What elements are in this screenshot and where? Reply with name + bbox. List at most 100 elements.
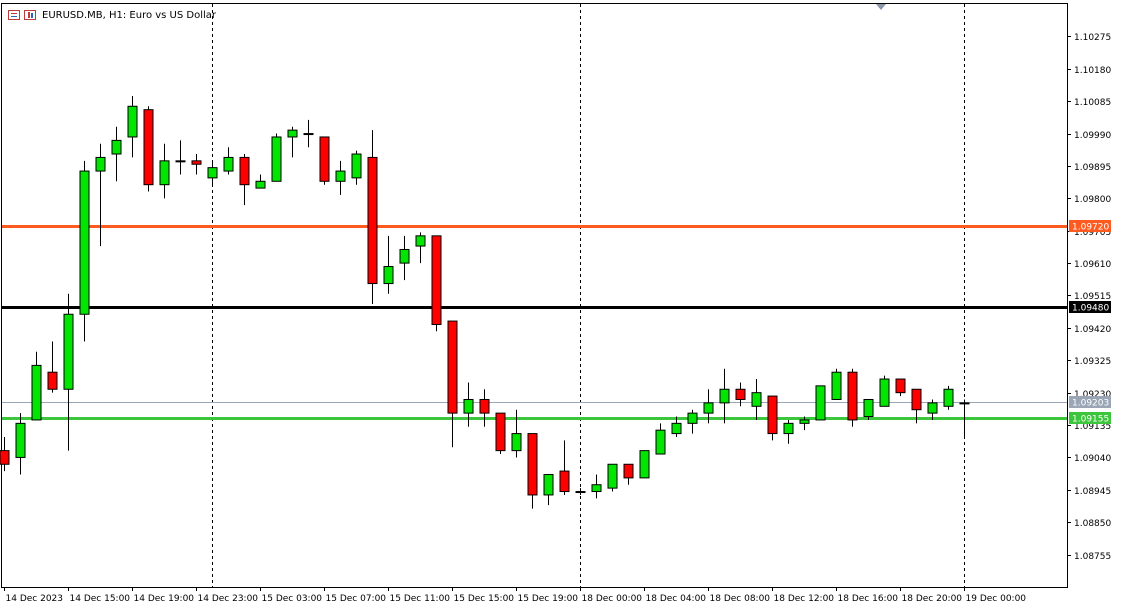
bull-candle-body bbox=[543, 473, 554, 496]
bull-candle-body bbox=[415, 235, 426, 247]
time-tick-label: 18 Dec 08:00 bbox=[710, 594, 771, 604]
bull-candle-body bbox=[111, 139, 122, 155]
pivot-price-tag: 1.09480 bbox=[1069, 301, 1111, 314]
bull-candle-body bbox=[95, 156, 106, 172]
candle bbox=[591, 474, 602, 499]
candle bbox=[319, 136, 330, 185]
bull-candle-body bbox=[719, 388, 730, 404]
candle bbox=[783, 419, 794, 444]
bull-candle-body bbox=[927, 402, 938, 414]
price-tick-label: 1.09610 bbox=[1074, 260, 1111, 270]
price-axis: 1.10275 1.10180 1.10085 1.09990 1.09895 1.098… bbox=[1067, 33, 1111, 562]
candle bbox=[559, 440, 570, 495]
candle bbox=[303, 119, 314, 148]
chart-type-icon[interactable] bbox=[8, 10, 20, 20]
price-tick-label: 1.09515 bbox=[1074, 292, 1111, 302]
bull-candle-body bbox=[639, 450, 650, 479]
price-tick-label: 1.09705 bbox=[1074, 228, 1111, 238]
time-tick-label: 18 Dec 16:00 bbox=[838, 594, 899, 604]
pivot-price-tag-label: 1.09480 bbox=[1072, 304, 1109, 314]
candle bbox=[47, 341, 58, 393]
time-tick-label: 18 Dec 04:00 bbox=[646, 594, 707, 604]
time-tick-label: 14 Dec 19:00 bbox=[134, 594, 195, 604]
bear-candle-body bbox=[527, 433, 538, 496]
bull-candle-body bbox=[863, 398, 874, 418]
candle bbox=[719, 368, 730, 424]
candle bbox=[943, 385, 954, 410]
candle bbox=[239, 154, 250, 206]
bull-candle-body bbox=[159, 160, 170, 186]
bull-candle-body bbox=[79, 170, 90, 315]
price-tick-label: 1.09895 bbox=[1074, 163, 1111, 173]
horizontal-levels[interactable] bbox=[2, 225, 1067, 420]
time-tick-label: 14 Dec 2023 bbox=[6, 594, 64, 604]
support-price-tag-label: 1.09155 bbox=[1072, 415, 1109, 425]
bear-candle-body bbox=[191, 160, 202, 165]
price-tick-label: 1.09135 bbox=[1074, 422, 1111, 432]
time-tick-label: 18 Dec 20:00 bbox=[902, 594, 963, 604]
support-price-tag-bg bbox=[1069, 412, 1111, 424]
candle bbox=[383, 235, 394, 294]
candle bbox=[815, 385, 826, 421]
candle bbox=[959, 399, 970, 437]
bull-candle-body bbox=[127, 105, 138, 138]
bull-candle-body bbox=[783, 422, 794, 435]
indicators-icon[interactable] bbox=[24, 10, 36, 20]
candle bbox=[399, 235, 410, 281]
bear-candle-body bbox=[847, 371, 858, 421]
candle bbox=[463, 382, 474, 427]
candle bbox=[607, 463, 618, 492]
candle bbox=[511, 409, 522, 458]
price-tick-label: 1.10085 bbox=[1074, 98, 1111, 108]
bear-candle-body bbox=[47, 371, 58, 390]
price-tick-label: 1.10180 bbox=[1074, 66, 1111, 76]
resistance-price-tag: 1.09720 bbox=[1069, 220, 1111, 233]
shift-marker-icon[interactable] bbox=[876, 4, 886, 10]
bear-candle-body bbox=[623, 463, 634, 479]
price-tick-label: 1.09040 bbox=[1074, 454, 1111, 464]
time-tick-label: 15 Dec 15:00 bbox=[454, 594, 515, 604]
candle bbox=[623, 463, 634, 485]
pivot-price-tag-bg bbox=[1069, 301, 1111, 313]
candle bbox=[447, 320, 458, 448]
time-axis: 14 Dec 2023 14 Dec 15:00 14 Dec 19:00 14 De… bbox=[4, 587, 1026, 604]
candle bbox=[95, 143, 106, 247]
price-tick-label: 1.09800 bbox=[1074, 195, 1111, 205]
candle bbox=[687, 409, 698, 434]
bull-candle-body bbox=[351, 153, 362, 179]
candle bbox=[255, 174, 266, 189]
candle bbox=[639, 450, 650, 479]
bull-candle-body bbox=[287, 129, 298, 138]
candle bbox=[415, 232, 426, 264]
bear-candle-body bbox=[479, 398, 490, 414]
bull-candle-body bbox=[399, 248, 410, 264]
bear-candle-body bbox=[911, 388, 922, 411]
bull-candle-body bbox=[511, 433, 522, 452]
candle bbox=[63, 293, 74, 451]
bear-candle-body bbox=[447, 320, 458, 414]
candle bbox=[543, 473, 554, 506]
bear-candle-body bbox=[0, 450, 10, 465]
bull-candle-body bbox=[271, 136, 282, 182]
price-tags: 1.09203 1.09720 1.09480 1.09155 bbox=[1069, 220, 1111, 425]
bid-price-tag-label: 1.09203 bbox=[1072, 399, 1109, 409]
bull-candle-body bbox=[815, 385, 826, 421]
bull-candle-body bbox=[207, 167, 218, 179]
candle bbox=[127, 96, 138, 158]
time-tick-label: 18 Dec 12:00 bbox=[774, 594, 835, 604]
bull-candle-body bbox=[335, 170, 346, 182]
bull-candle-body bbox=[703, 402, 714, 414]
bull-candle-body bbox=[879, 378, 890, 407]
candle bbox=[831, 368, 842, 400]
bear-candle-body bbox=[767, 395, 778, 435]
session-dividers bbox=[212, 4, 965, 587]
candle bbox=[287, 126, 298, 158]
candle bbox=[191, 154, 202, 175]
bull-candle-body bbox=[463, 398, 474, 414]
candle bbox=[671, 416, 682, 437]
price-tick-label: 1.09420 bbox=[1074, 325, 1111, 335]
price-tick-label: 1.09230 bbox=[1074, 390, 1111, 400]
bull-candle-body bbox=[63, 313, 74, 390]
